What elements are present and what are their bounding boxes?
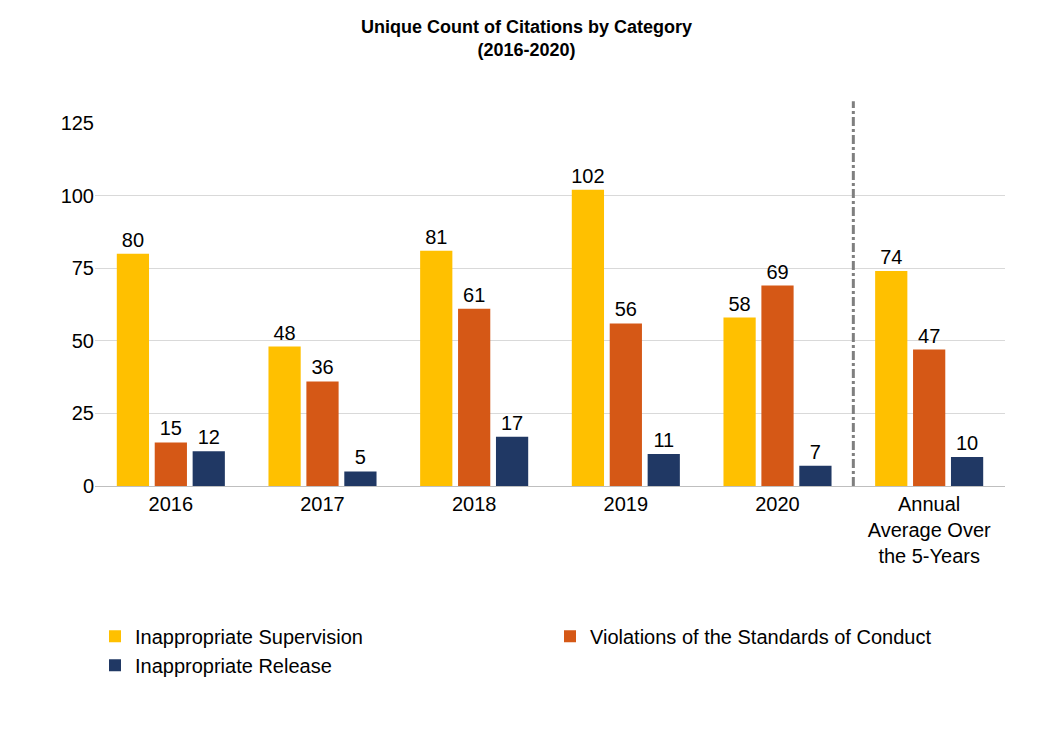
svg-text:61: 61 <box>463 284 485 306</box>
svg-text:25: 25 <box>72 402 94 424</box>
svg-text:74: 74 <box>880 246 902 268</box>
svg-text:100: 100 <box>61 185 94 207</box>
svg-text:2016: 2016 <box>149 493 194 515</box>
svg-text:50: 50 <box>72 330 94 352</box>
svg-text:47: 47 <box>918 325 940 347</box>
svg-text:125: 125 <box>61 112 94 134</box>
svg-text:2019: 2019 <box>604 493 649 515</box>
svg-text:56: 56 <box>615 298 637 320</box>
svg-text:7: 7 <box>810 441 821 463</box>
svg-text:2018: 2018 <box>452 493 497 515</box>
svg-text:69: 69 <box>766 261 788 283</box>
svg-text:2017: 2017 <box>300 493 345 515</box>
svg-text:11: 11 <box>653 429 674 451</box>
svg-text:Inappropriate Release: Inappropriate Release <box>135 655 332 677</box>
svg-text:102: 102 <box>571 165 604 187</box>
svg-text:80: 80 <box>122 229 144 251</box>
svg-text:15: 15 <box>160 417 182 439</box>
svg-text:Violations of the Standards of: Violations of the Standards of Conduct <box>590 626 931 648</box>
svg-text:12: 12 <box>198 426 220 448</box>
svg-text:5: 5 <box>355 446 366 468</box>
svg-text:48: 48 <box>273 322 295 344</box>
svg-text:75: 75 <box>72 257 94 279</box>
svg-text:Inappropriate Supervision: Inappropriate Supervision <box>135 626 363 648</box>
svg-text:2020: 2020 <box>755 493 800 515</box>
svg-text:10: 10 <box>956 432 978 454</box>
svg-text:17: 17 <box>501 412 523 434</box>
svg-text:58: 58 <box>728 293 750 315</box>
svg-text:AnnualAverage Overthe 5-Years: AnnualAverage Overthe 5-Years <box>868 493 991 567</box>
svg-text:Unique Count of Citations by C: Unique Count of Citations by Category(20… <box>361 17 692 60</box>
svg-text:0: 0 <box>83 475 94 497</box>
svg-text:81: 81 <box>425 226 447 248</box>
svg-text:36: 36 <box>311 356 333 378</box>
